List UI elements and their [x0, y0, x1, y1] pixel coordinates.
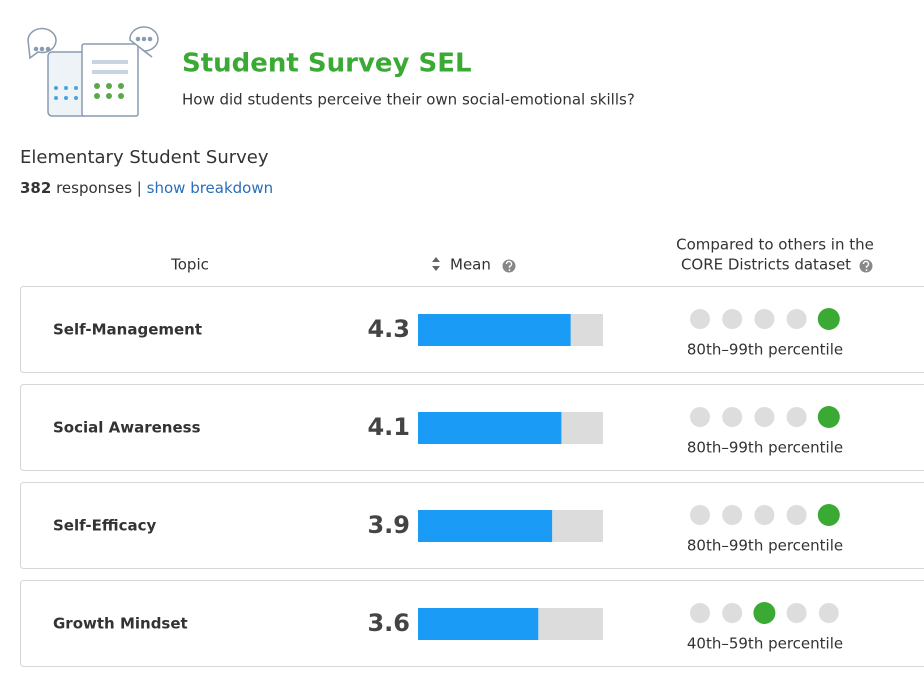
- topic-name: Growth Mindset: [53, 615, 188, 633]
- percentile-dot: [722, 603, 743, 623]
- topic-header: Topic: [170, 256, 209, 274]
- percentile-dot-active: [817, 504, 840, 526]
- breakdown-link[interactable]: show breakdown: [147, 179, 273, 197]
- percentile-dot: [690, 407, 710, 427]
- mean-value: 3.6: [367, 609, 410, 637]
- percentile-dot: [722, 309, 743, 329]
- percentile-dot-active: [753, 602, 776, 624]
- percentile-dot: [786, 505, 807, 525]
- percentile-dot: [690, 505, 710, 525]
- responses-label: responses |: [56, 179, 142, 197]
- mean-bar: [418, 412, 562, 444]
- page-title: Student Survey SEL: [182, 49, 472, 79]
- sort-icon[interactable]: [432, 257, 440, 271]
- percentile-dot: [690, 309, 710, 329]
- percentile-dot: [754, 309, 775, 329]
- help-icon[interactable]: [502, 259, 516, 273]
- mean-bar: [418, 510, 553, 542]
- responses: 382 responses | show breakdown: [20, 179, 273, 197]
- help-icon[interactable]: [859, 259, 873, 273]
- compare-header: Compared to others in the: [676, 236, 874, 254]
- percentile-dot: [722, 407, 743, 427]
- mean-value: 3.9: [367, 511, 410, 539]
- mean-bar: [418, 608, 539, 640]
- percentile-dot: [818, 603, 839, 623]
- percentile-dot: [754, 407, 775, 427]
- topic-name: Social Awareness: [53, 419, 201, 437]
- mean-bar: [418, 314, 571, 346]
- percentile-dot: [690, 603, 710, 623]
- mean-header[interactable]: Mean: [450, 256, 491, 274]
- survey-icon: [27, 26, 159, 117]
- percentile-dot: [754, 505, 775, 525]
- subtitle: How did students perceive their own soci…: [182, 91, 635, 109]
- response-count: 382: [20, 179, 51, 197]
- percentile-dot: [786, 309, 807, 329]
- percentile-label: 80th–99th percentile: [687, 341, 843, 359]
- percentile-dot: [786, 407, 807, 427]
- mean-value: 4.3: [367, 315, 410, 343]
- survey-name: Elementary Student Survey: [20, 147, 269, 168]
- percentile-dot: [722, 505, 743, 525]
- mean-value: 4.1: [367, 413, 410, 441]
- topic-name: Self-Efficacy: [53, 517, 156, 535]
- percentile-label: 80th–99th percentile: [687, 537, 843, 555]
- topic-name: Self-Management: [53, 321, 202, 339]
- percentile-dot: [786, 603, 807, 623]
- compare-header: CORE Districts dataset: [681, 256, 851, 274]
- percentile-label: 80th–99th percentile: [687, 439, 843, 457]
- percentile-dot-active: [817, 406, 840, 428]
- percentile-dot-active: [817, 308, 840, 330]
- percentile-label: 40th–59th percentile: [687, 635, 843, 653]
